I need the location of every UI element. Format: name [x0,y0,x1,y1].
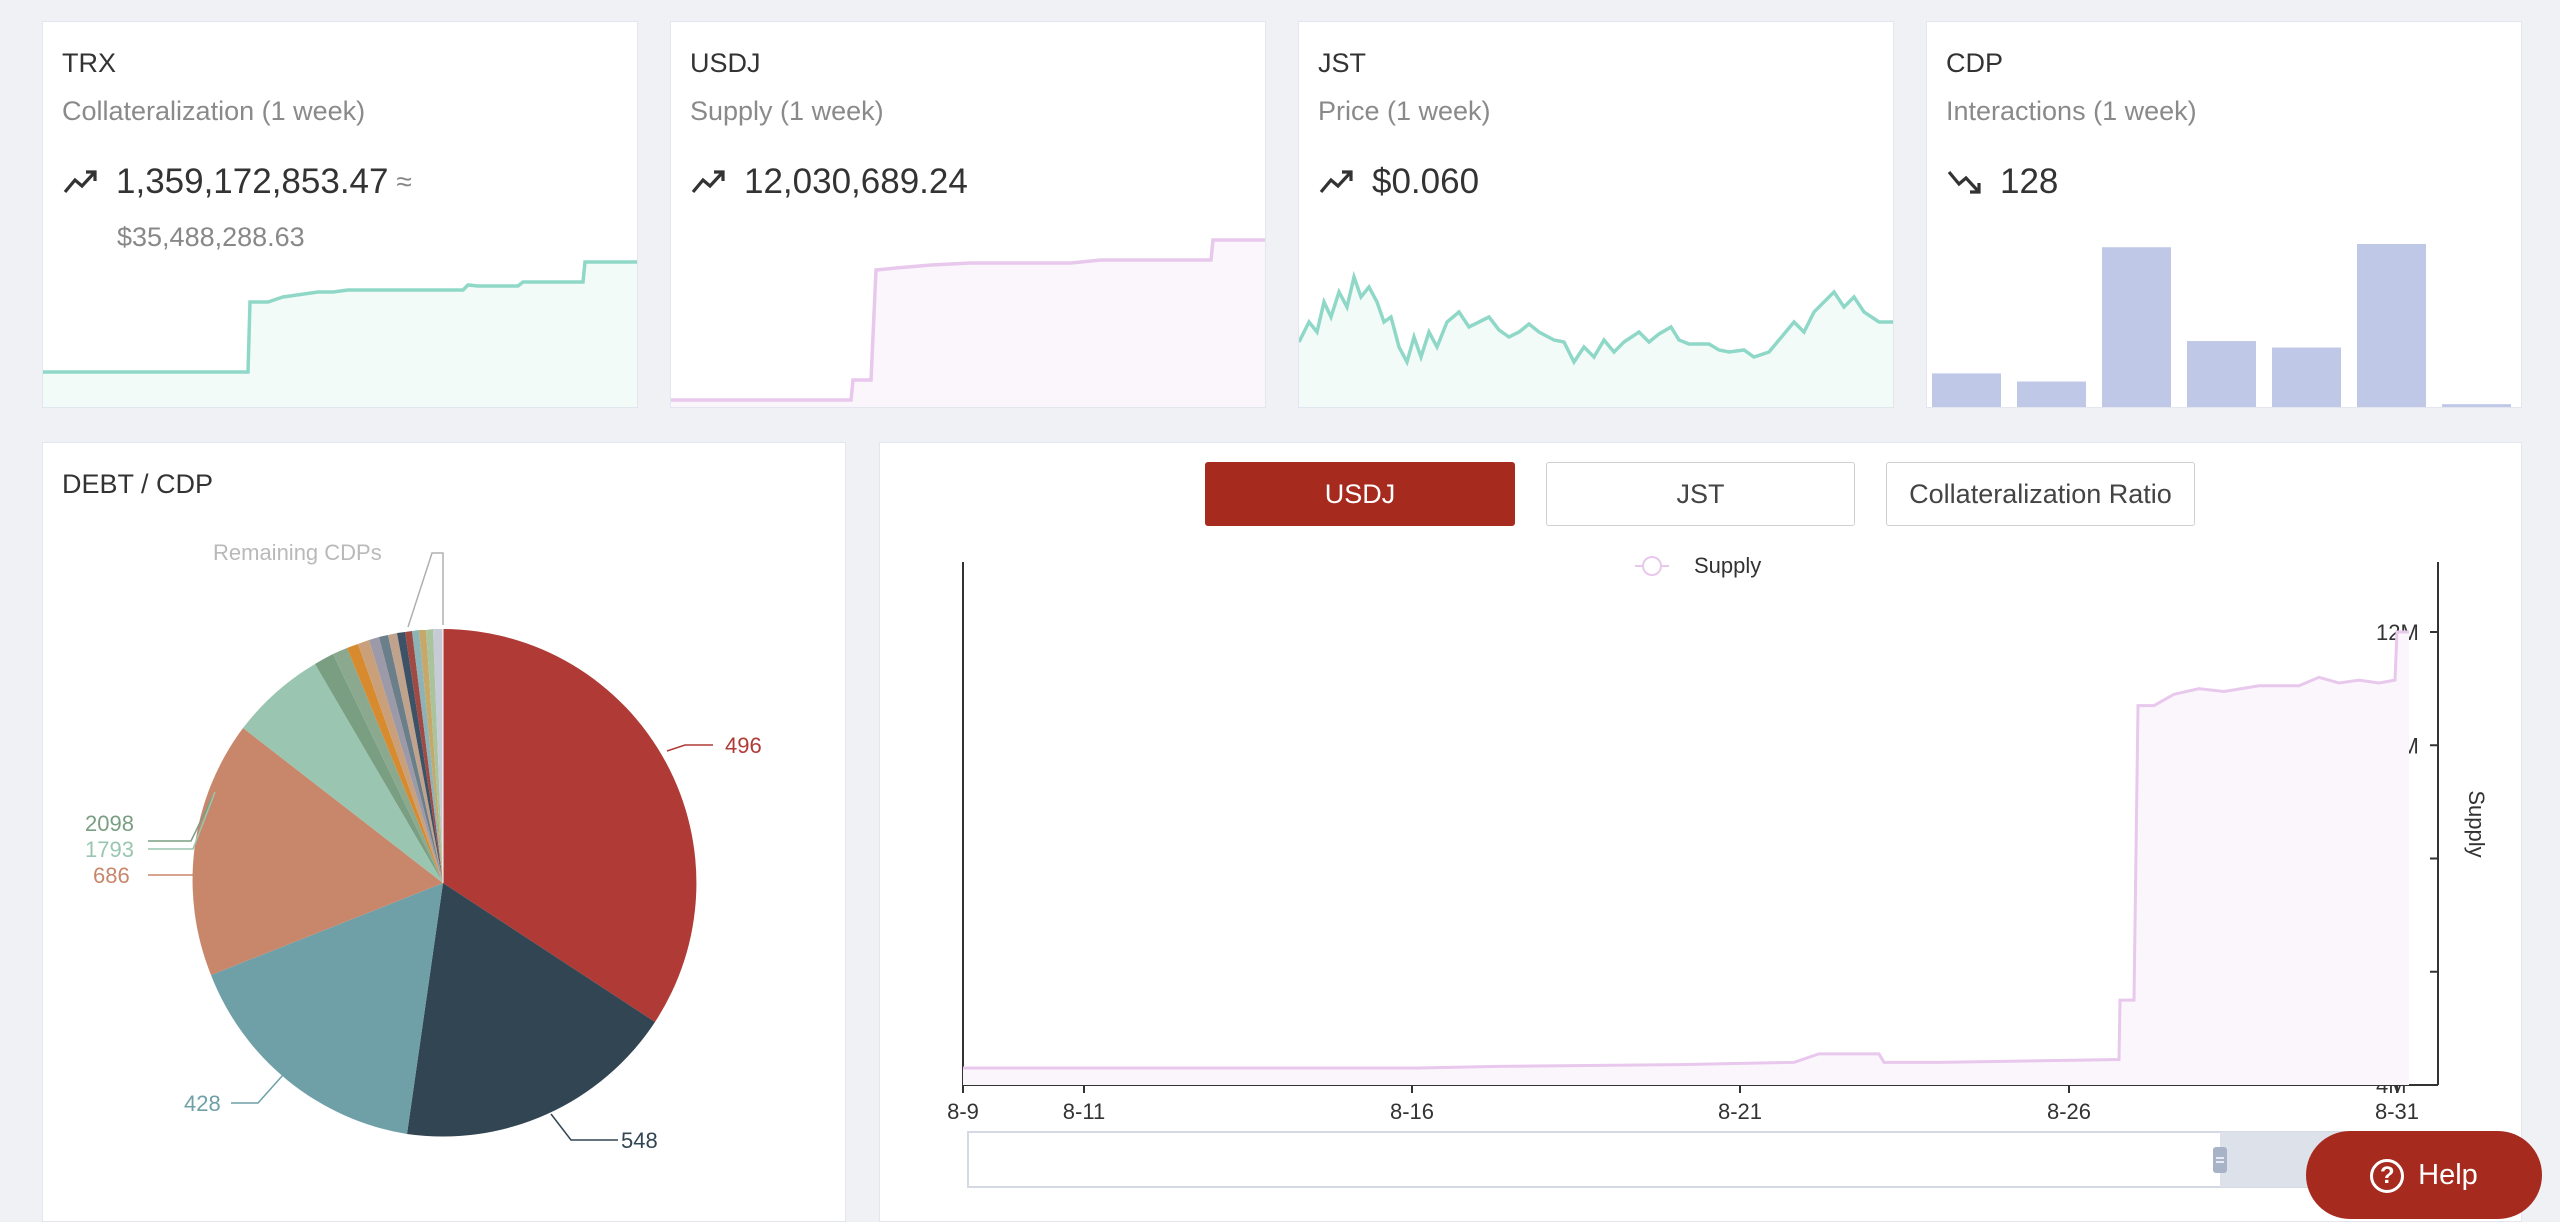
card-usd-value: $35,488,288.63 [117,222,305,252]
x-tick-label: 8-11 [1063,1099,1105,1124]
pie-slice-686 [192,728,443,975]
tab-usdj[interactable]: USDJ [1205,462,1515,526]
pie-label-1793: 1793 [85,837,134,862]
card-value-row: $0.060 [1318,162,1479,202]
supply-line-chart: Supply 12M10M8M6M4M 8-98-118-168-218-268… [947,553,2489,1188]
pie-slice-remaining [433,628,443,883]
supply-area [963,632,2409,1085]
usdj-card: USDJ Supply (1 week) 12,030,689.24 [670,21,1266,408]
card-title: TRX [62,48,116,78]
cdp-bar [1932,373,2001,407]
x-tick-label: 8-26 [2047,1099,2091,1124]
pie-slice-496 [443,629,697,1022]
pie-slice-small [388,633,443,883]
cdp-bar [2272,347,2341,407]
cdp-bar [2102,247,2171,407]
cdp-bar [2017,381,2086,407]
debt-cdp-panel: DEBT / CDP [42,442,846,1222]
approx-sign: ≈ [396,166,412,197]
pie-slice-1793 [243,664,443,883]
legend-label: Supply [1694,553,1761,578]
trend-down-icon [1947,170,1981,194]
card-value: $0.060 [1372,162,1480,201]
legend-marker-icon [1642,556,1662,576]
pie-slice-small [358,640,443,883]
card-title: CDP [1946,48,2004,78]
help-label: Help [2418,1159,2478,1191]
trend-up-icon [1319,170,1353,194]
pie-slice-small [419,629,443,883]
pie-slice-small [412,630,443,883]
cdp-bar [2187,341,2256,407]
y-axis-label: Supply [2464,790,2489,857]
question-icon: ? [2370,1159,2405,1193]
pie-label-2098: 2098 [85,811,134,836]
jst-card: JST Price (1 week) $0.060 [1298,21,1894,408]
pie-slice-small [405,631,443,883]
cdp-bar-chart [1932,244,2511,407]
card-value: 128 [2000,162,2059,201]
tab-collateralization-ratio[interactable]: Collateralization Ratio [1886,462,2195,526]
card-subtitle: Price (1 week) [1318,96,1491,126]
supply-line [963,630,2409,1070]
x-tick-label: 8-31 [2375,1099,2419,1124]
pie-slice-2098 [315,654,443,883]
usdj-sparkline [671,238,1265,407]
pie-slice-548 [407,883,655,1137]
pie-slice-small [397,632,443,883]
help-button[interactable]: ? Help [2306,1131,2542,1219]
debt-pie-chart: Remaining CDPs 496 548 428 2098 1793 686 [85,540,762,1153]
pie-label-496: 496 [725,733,762,758]
card-value: 12,030,689.24 [744,162,968,201]
cdp-bar [2442,404,2511,407]
jst-sparkline [1299,270,1893,407]
cdp-bar [2357,244,2426,407]
chart-legend[interactable]: Supply [1635,553,1761,578]
x-tick-label: 8-16 [1390,1099,1434,1124]
trend-up-icon [691,170,725,194]
panel-title: DEBT / CDP [62,469,214,499]
x-tick-label: 8-9 [947,1099,979,1124]
trx-card: TRX Collateralization (1 week) 1,359,172… [42,21,638,408]
trx-sparkline [43,260,637,407]
pie-slice-small [426,629,443,883]
pie-label-428: 428 [184,1091,221,1116]
data-zoom-slider[interactable] [967,1131,2412,1188]
pie-slice-428 [211,883,443,1134]
card-value-row: 128 [1946,162,2058,202]
card-title: JST [1318,48,1367,78]
card-subtitle: Interactions (1 week) [1946,96,2197,126]
card-subtitle: Supply (1 week) [690,96,884,126]
card-value-row: 1,359,172,853.47 ≈ [62,162,412,202]
pie-label-remaining: Remaining CDPs [213,540,382,565]
pie-slice-small [347,644,443,883]
pie-slice-small [379,635,443,883]
trend-up-icon [63,170,97,194]
pie-slice-small [333,648,443,883]
pie-label-548: 548 [621,1128,658,1153]
card-value-row: 12,030,689.24 [690,162,968,202]
tab-jst[interactable]: JST [1546,462,1855,526]
pie-slice-small [369,637,443,883]
card-value: 1,359,172,853.47 [116,162,389,201]
supply-chart-panel [879,442,2522,1222]
x-tick-label: 8-21 [1718,1099,1762,1124]
slider-handle-icon[interactable] [2213,1147,2227,1173]
pie-label-686: 686 [93,863,130,888]
card-title: USDJ [690,48,761,78]
cdp-card: CDP Interactions (1 week) 128 [1926,21,2522,408]
card-subtitle: Collateralization (1 week) [62,96,366,126]
